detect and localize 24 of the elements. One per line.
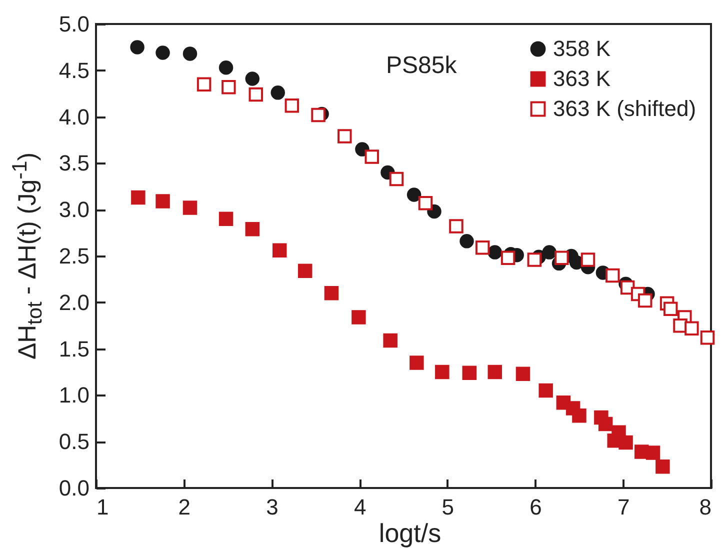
legend-label: 363 K (shifted) <box>553 96 696 121</box>
y-tick-label: 2.0 <box>58 290 90 315</box>
x-tick-label: 4 <box>354 494 366 520</box>
y-tick-label: 2.5 <box>58 244 90 268</box>
y-tick-label: 3.0 <box>58 197 90 222</box>
y-tick-label: 0.0 <box>58 476 90 500</box>
x-tick-label: 5 <box>442 494 454 520</box>
y-tick-label: 4.0 <box>58 104 90 130</box>
y-tick-label: 3.5 <box>58 150 90 176</box>
legend-label: 358 K <box>553 36 611 61</box>
x-tick-label: 3 <box>266 494 278 520</box>
x-tick-label: 1 <box>96 494 109 520</box>
annotation: PS85k <box>386 52 458 79</box>
y-tick-label: 1.0 <box>58 382 90 408</box>
y-tick-label: 5.0 <box>58 12 90 36</box>
legend-label: 363 K <box>553 66 611 91</box>
y-tick-label: 0.5 <box>58 429 90 454</box>
y-tick-label: 4.5 <box>58 58 90 83</box>
x-tick-label: 2 <box>178 494 190 520</box>
x-tick-label: 6 <box>530 494 542 520</box>
x-tick-label: 8 <box>699 494 712 520</box>
y-tick-label: 1.5 <box>58 336 90 362</box>
x-tick-label: 7 <box>618 494 630 520</box>
x-axis-title: logt/s <box>378 518 442 549</box>
